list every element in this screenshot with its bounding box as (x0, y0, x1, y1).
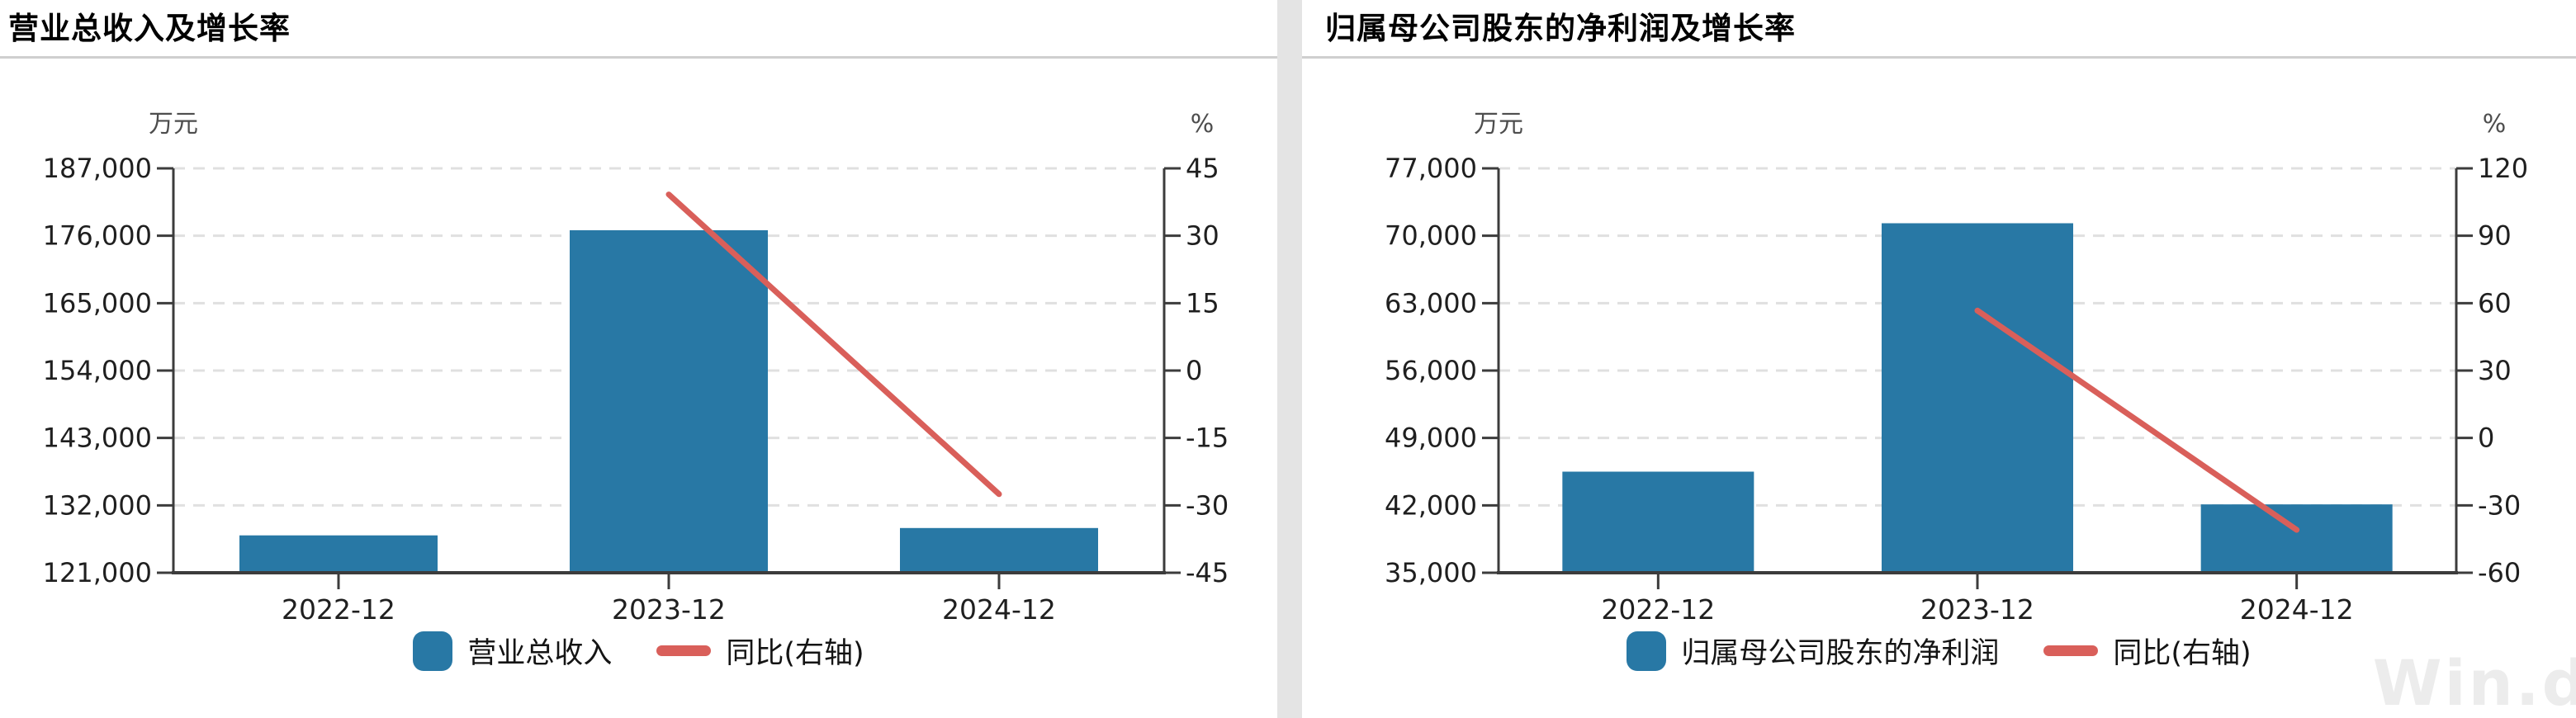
line-series-swatch-icon (656, 645, 712, 656)
left-axis-tick-label: 143,000 (43, 423, 152, 454)
right-axis-tick-label: -45 (1186, 557, 1229, 588)
left-axis-tick-label: 70,000 (1385, 220, 1477, 252)
bar-2023-12[interactable] (570, 229, 768, 573)
right-axis-tick-label: 15 (1186, 287, 1219, 319)
right-axis-unit: % (1191, 110, 1215, 139)
legend-item-yoy-line[interactable]: 同比(右轴) (656, 630, 864, 672)
wind-watermark: Win.d (2372, 646, 2576, 718)
x-axis-label: 2023-12 (1920, 593, 2034, 626)
legend: 归属母公司股东的净利润 同比(右轴) (1302, 630, 2576, 672)
bar-2024-12[interactable] (900, 527, 1098, 573)
left-axis-unit: 万元 (1474, 110, 1523, 139)
left-axis-unit: 万元 (149, 110, 198, 139)
right-axis-tick-label: -30 (2478, 489, 2521, 521)
chart-title-revenue: 营业总收入及增长率 (8, 11, 291, 46)
right-axis-tick-label: -60 (2478, 557, 2521, 588)
bar-2023-12[interactable] (1882, 223, 2073, 574)
x-axis-label: 2022-12 (282, 593, 395, 626)
legend: 营业总收入 同比(右轴) (0, 630, 1277, 672)
title-divider-line (0, 56, 1277, 59)
revenue-growth-chart[interactable]: 121,000 132,000 143,000 154,000 165,000 176,0… (0, 0, 1277, 718)
x-axis-label: 2022-12 (1601, 593, 1715, 626)
left-axis-tick-label: 56,000 (1385, 355, 1477, 386)
line-series-swatch-icon (2043, 645, 2099, 656)
left-axis-tick-label: 132,000 (43, 489, 152, 521)
chart-title-net-profit: 归属母公司股东的净利润及增长率 (1325, 11, 1796, 46)
left-axis-tick-label: 121,000 (43, 557, 152, 588)
right-axis-tick-label: 0 (2478, 423, 2494, 454)
legend-label: 同比(右轴) (726, 637, 864, 670)
left-axis-tick-label: 154,000 (43, 355, 152, 386)
growth-line[interactable] (1974, 307, 2300, 533)
net-profit-chart-panel: 归属母公司股东的净利润及增长率 35,000 42,000 49,000 56,000… (1302, 0, 2576, 718)
left-axis-tick-label: 165,000 (43, 287, 152, 319)
legend-label: 营业总收入 (467, 637, 613, 670)
legend-label: 归属母公司股东的净利润 (1681, 637, 2000, 670)
right-axis-tick-label: 45 (1186, 153, 1219, 184)
x-axis-label: 2024-12 (942, 593, 1056, 626)
right-axis-unit: % (2483, 110, 2507, 139)
right-axis-tick-label: 0 (1186, 355, 1202, 386)
bar-series-swatch-icon (1627, 631, 1667, 671)
panel-divider (1277, 0, 1302, 718)
left-axis-tick-label: 35,000 (1385, 557, 1477, 588)
net-profit-growth-chart[interactable]: 35,000 42,000 49,000 56,000 63,000 70,000 77,0… (1302, 0, 2576, 718)
left-axis-tick-label: 77,000 (1385, 153, 1477, 184)
bar-2024-12[interactable] (2200, 504, 2393, 573)
left-axis-tick-label: 42,000 (1385, 489, 1477, 521)
right-axis-tick-label: 60 (2478, 287, 2512, 319)
legend-item-yoy-line[interactable]: 同比(右轴) (2043, 630, 2252, 672)
left-axis-tick-label: 187,000 (43, 153, 152, 184)
legend-label: 同比(右轴) (2113, 637, 2252, 670)
right-axis-tick-label: 120 (2478, 153, 2528, 184)
revenue-chart-panel: 营业总收入及增长率 121,000 132,000 143,000 154,000 16… (0, 0, 1277, 718)
bar-2022-12[interactable] (1562, 471, 1754, 574)
left-axis-tick-label: 63,000 (1385, 287, 1477, 319)
right-axis-tick-label: 30 (2478, 355, 2512, 386)
right-axis-tick-label: 30 (1186, 220, 1219, 252)
growth-line[interactable] (665, 191, 1002, 498)
right-axis-tick-label: 90 (2478, 220, 2512, 252)
title-divider-line (1302, 56, 2576, 59)
left-axis-tick-label: 176,000 (43, 220, 152, 252)
legend-item-net-profit-bar[interactable]: 归属母公司股东的净利润 (1627, 630, 1999, 672)
right-axis-tick-label: -30 (1186, 489, 1229, 521)
bar-2022-12[interactable] (239, 535, 438, 573)
right-axis-tick-label: -15 (1186, 423, 1229, 454)
x-axis-label: 2023-12 (612, 593, 726, 626)
legend-item-revenue-bar[interactable]: 营业总收入 (413, 630, 612, 672)
left-axis-tick-label: 49,000 (1385, 423, 1477, 454)
x-axis-label: 2024-12 (2240, 593, 2354, 626)
bar-series-swatch-icon (413, 631, 453, 671)
